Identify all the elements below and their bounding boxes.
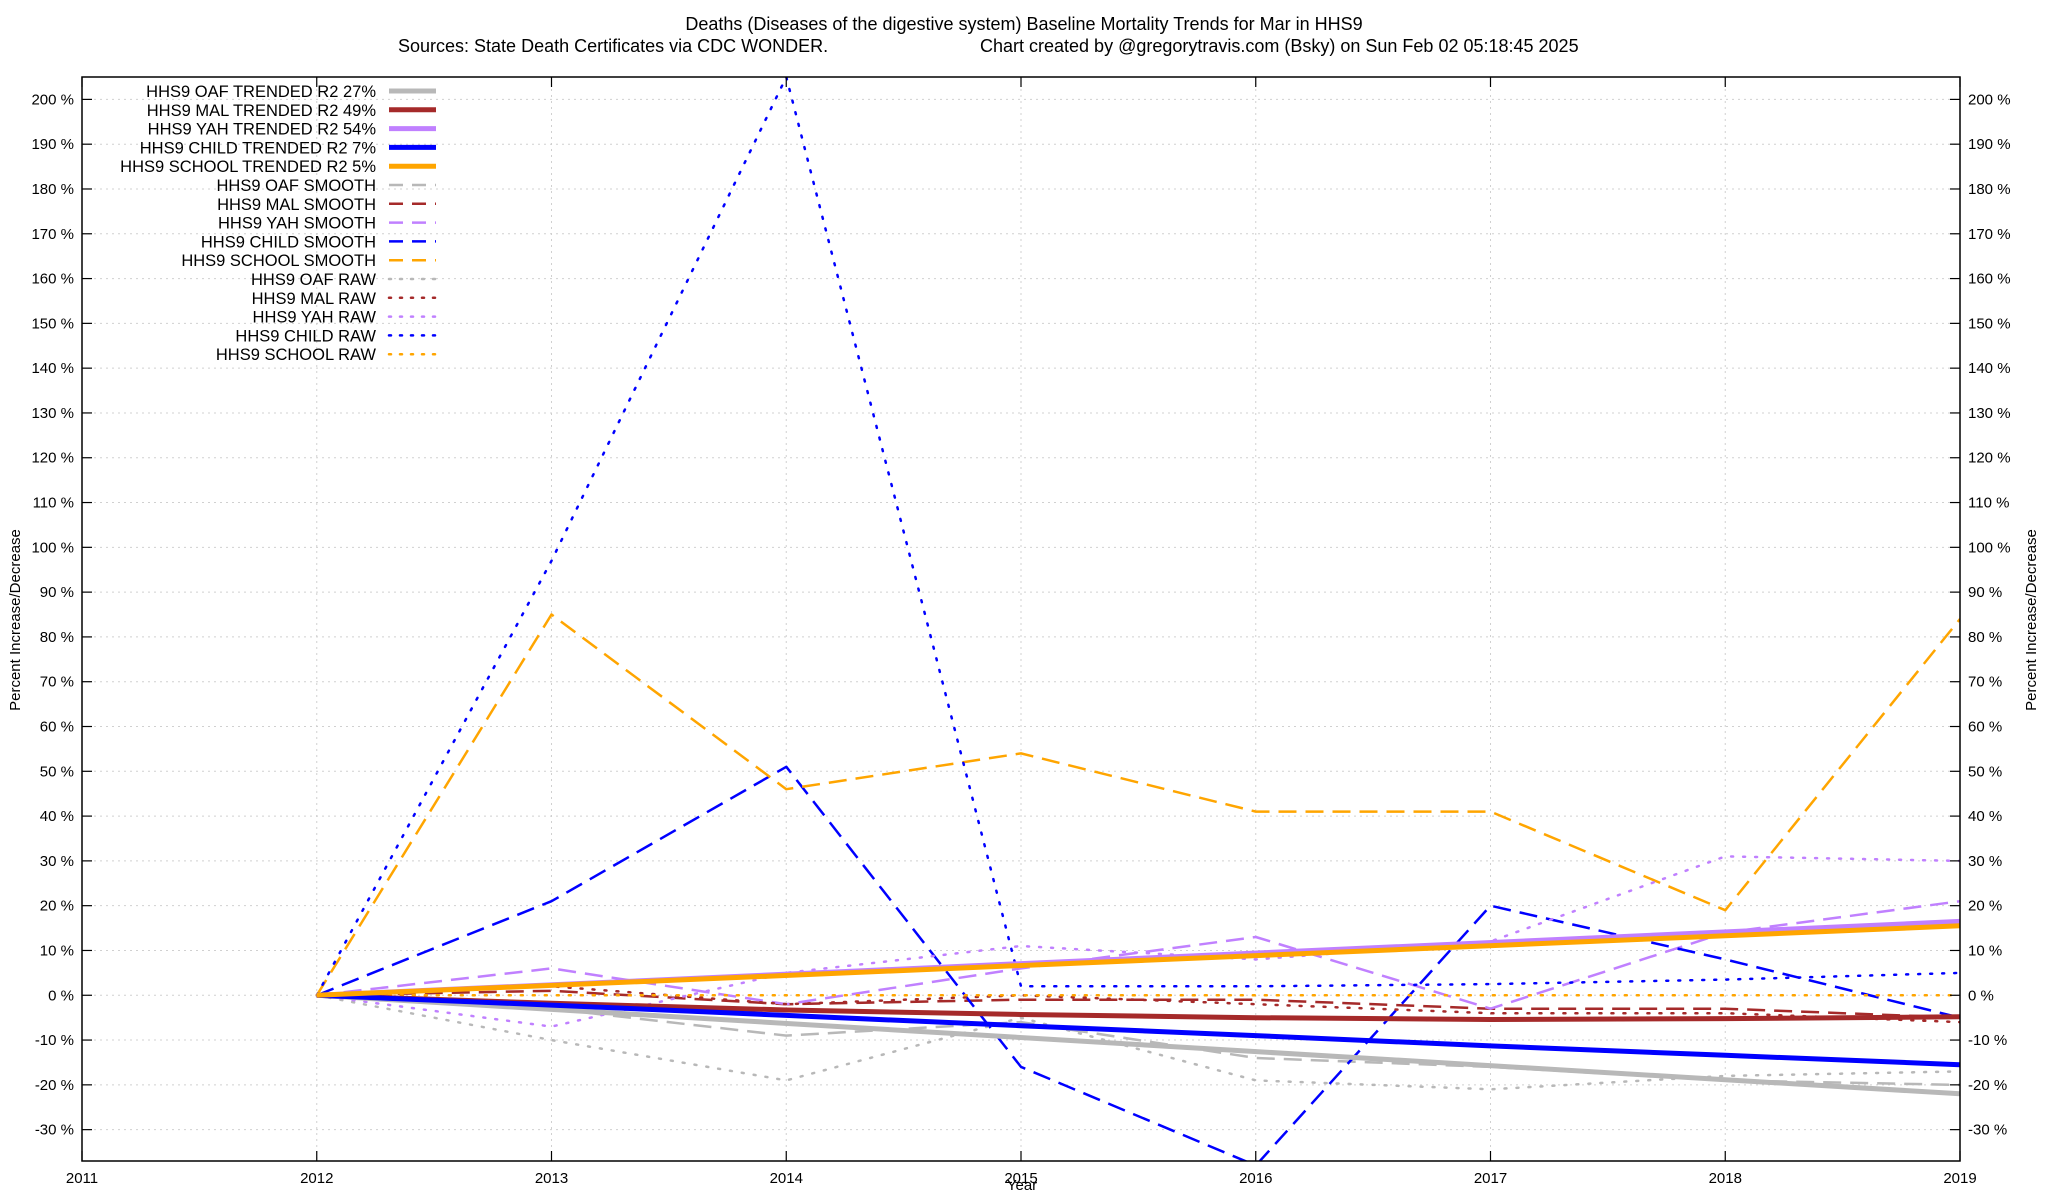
legend: HHS9 OAF TRENDED R2 27%HHS9 MAL TRENDED … [120, 83, 438, 364]
chart-subtitle-credit: Chart created by @gregorytravis.com (Bsk… [980, 36, 1579, 56]
x-axis-label: Year [1007, 1177, 1037, 1194]
x-tick-label: 2017 [1474, 1170, 1507, 1187]
y-tick-label-left: 30 % [40, 853, 74, 870]
y-tick-label-left: 40 % [40, 808, 74, 825]
x-tick-label: 2016 [1239, 1170, 1272, 1187]
y-tick-label-right: 140 % [1968, 360, 2011, 377]
y-tick-label-right: 70 % [1968, 674, 2002, 691]
legend-label: HHS9 CHILD RAW [235, 327, 376, 345]
y-tick-label-right: -10 % [1968, 1032, 2007, 1049]
y-tick-label-right: 120 % [1968, 450, 2011, 467]
chart-title: Deaths (Diseases of the digestive system… [685, 14, 1362, 34]
y-tick-label-left: 90 % [40, 584, 74, 601]
legend-label: HHS9 OAF RAW [251, 271, 376, 289]
legend-label: HHS9 MAL RAW [252, 290, 377, 308]
legend-label: HHS9 YAH TRENDED R2 54% [148, 121, 377, 139]
y-tick-label-left: 190 % [31, 136, 74, 153]
x-tick-label: 2013 [535, 1170, 568, 1187]
y-tick-label-right: 80 % [1968, 629, 2002, 646]
x-tick-label: 2019 [1943, 1170, 1976, 1187]
series-line-hhs9-school-trended [316, 923, 1960, 998]
y-tick-label-right: 190 % [1968, 136, 2011, 153]
y-tick-label-right: 20 % [1968, 898, 2002, 915]
y-tick-label-left: 180 % [31, 181, 74, 198]
title-block: Deaths (Diseases of the digestive system… [398, 14, 1579, 56]
y-tick-label-right: 170 % [1968, 226, 2011, 243]
y-tick-label-right: 200 % [1968, 91, 2011, 108]
y-tick-label-right: 100 % [1968, 539, 2011, 556]
y-tick-label-right: 180 % [1968, 181, 2011, 198]
y-tick-label-left: -30 % [35, 1122, 74, 1139]
x-tick-label: 2012 [300, 1170, 333, 1187]
y-tick-label-right: 110 % [1968, 495, 2009, 512]
series-line-hhs9-mal-raw [315, 985, 1960, 1024]
y-tick-label-left: 160 % [31, 271, 74, 288]
series-line-hhs9-child-smooth [316, 765, 1960, 1161]
y-tick-label-right: 30 % [1968, 853, 2002, 870]
y-axis-label-right: Percent Increase/Decrease [2023, 529, 2040, 711]
series-line-hhs9-oaf-trended [316, 992, 1960, 1097]
x-tick-label: 2015 [1004, 1170, 1037, 1187]
y-tick-label-left: 140 % [31, 360, 74, 377]
y-tick-label-right: 90 % [1968, 584, 2002, 601]
y-tick-label-right: -30 % [1968, 1122, 2007, 1139]
legend-label: HHS9 OAF SMOOTH [216, 177, 376, 195]
y-tick-label-left: 130 % [31, 405, 74, 422]
y-tick-label-left: 0 % [48, 987, 74, 1004]
y-tick-label-left: 50 % [40, 763, 74, 780]
y-tick-label-right: 150 % [1968, 315, 2011, 332]
series-line-hhs9-yah-raw [315, 855, 1960, 1028]
legend-label: HHS9 YAH SMOOTH [218, 215, 376, 233]
y-tick-label-right: 60 % [1968, 719, 2002, 736]
y-tick-label-left: 120 % [31, 450, 74, 467]
y-tick-label-left: 110 % [33, 495, 74, 512]
x-tick-label: 2014 [770, 1170, 803, 1187]
y-tick-label-left: 80 % [40, 629, 74, 646]
legend-label: HHS9 SCHOOL RAW [216, 346, 377, 364]
legend-label: HHS9 SCHOOL SMOOTH [181, 252, 376, 270]
legend-label: HHS9 CHILD TRENDED R2 7% [140, 139, 377, 157]
series-line-hhs9-school-smooth [315, 613, 1960, 996]
y-tick-label-right: 130 % [1968, 405, 2011, 422]
y-tick-label-left: 70 % [40, 674, 74, 691]
legend-label: HHS9 CHILD SMOOTH [201, 233, 376, 251]
y-tick-label-left: 10 % [40, 942, 74, 959]
y-tick-label-left: 20 % [40, 898, 74, 915]
y-axis-label-left: Percent Increase/Decrease [7, 529, 24, 711]
y-tick-label-right: 40 % [1968, 808, 2002, 825]
axis-ticks: 200 % 200 % 190 % 190 % 180 % 180 % 170 % 170 %… [31, 77, 2011, 1187]
y-tick-label-right: -20 % [1968, 1077, 2007, 1094]
series-line-hhs9-child-raw [315, 77, 1960, 997]
y-tick-label-right: 160 % [1968, 271, 2011, 288]
y-tick-label-left: -10 % [35, 1032, 74, 1049]
y-tick-label-left: 170 % [31, 226, 74, 243]
series-line-hhs9-mal-smooth [316, 989, 1960, 1019]
plot-series [315, 77, 1960, 1161]
legend-label: HHS9 YAH RAW [253, 309, 377, 327]
y-tick-label-left: 60 % [40, 719, 74, 736]
legend-label: HHS9 OAF TRENDED R2 27% [146, 83, 376, 101]
series-line-hhs9-child-trended [316, 992, 1960, 1068]
chart-subtitle-source: Sources: State Death Certificates via CD… [398, 36, 828, 56]
x-tick-label: 2011 [66, 1170, 98, 1187]
y-tick-label-right: 0 % [1968, 987, 1994, 1004]
legend-label: HHS9 MAL SMOOTH [217, 196, 376, 214]
legend-label: HHS9 SCHOOL TRENDED R2 5% [120, 158, 376, 176]
y-tick-label-left: 100 % [31, 539, 74, 556]
x-tick-label: 2018 [1709, 1170, 1742, 1187]
legend-label: HHS9 MAL TRENDED R2 49% [147, 102, 377, 120]
y-tick-label-right: 50 % [1968, 763, 2002, 780]
y-tick-label-left: 200 % [31, 91, 74, 108]
series-line-hhs9-yah-smooth [316, 899, 1960, 1010]
y-tick-label-left: -20 % [35, 1077, 74, 1094]
y-tick-label-right: 10 % [1968, 942, 2002, 959]
y-tick-label-left: 150 % [31, 315, 74, 332]
